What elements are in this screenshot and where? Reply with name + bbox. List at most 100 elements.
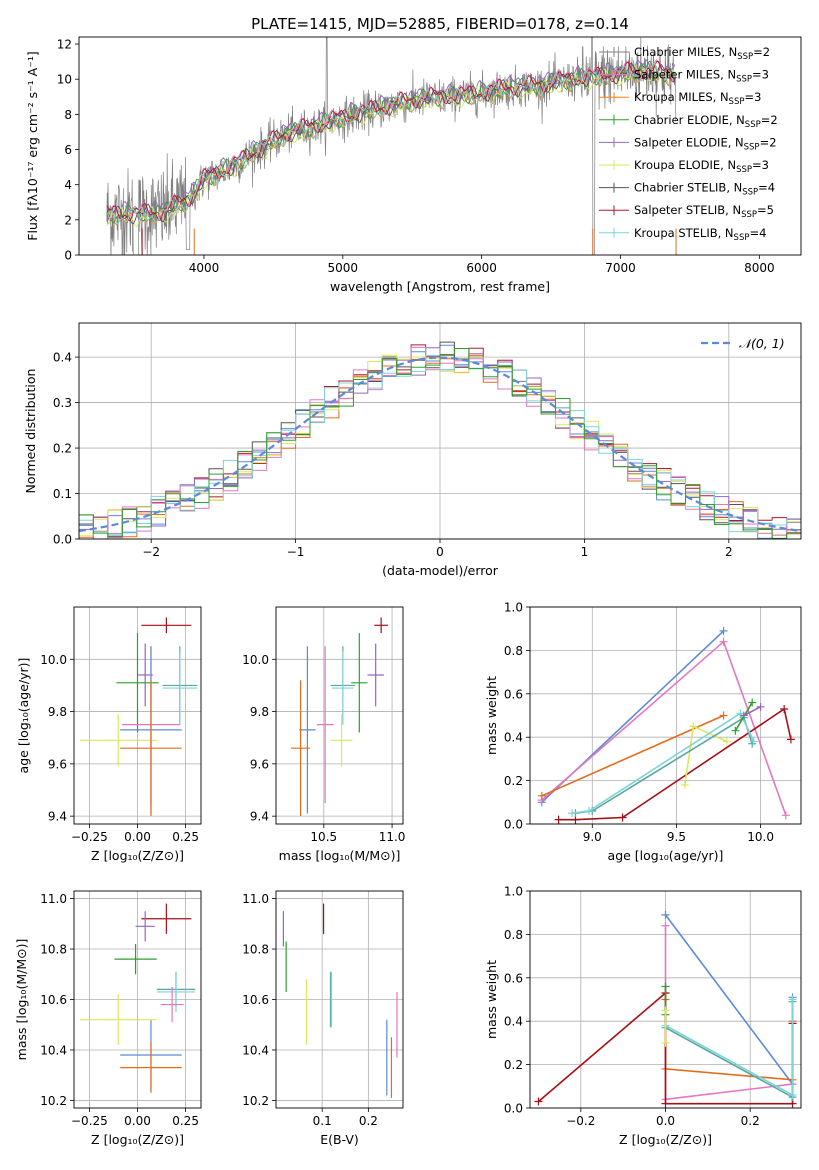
y-axis-label: mass weight (484, 676, 499, 755)
panel-spectrum: 4000 5000 6000 7000 8000 0 2 4 6 8 10 12 wavelength … (25, 36, 802, 294)
panel-age_vs_Z: −0.25 0.00 0.25 9.4 9.6 9.8 10.0 Z [log₁₀(Z/Z⊙)… (16, 606, 202, 863)
y-tick-label: 9.6 (48, 757, 67, 771)
panel-age_vs_mass: 10.5 11.0 9.4 9.6 9.8 10.0 mass [log₁₀(M/M⊙)] (242, 606, 405, 863)
y-tick-label: 0.1 (53, 487, 72, 501)
weight-marker (788, 1090, 797, 1099)
legend-label: Kroupa STELIB, NSSP=4 (634, 226, 766, 243)
weight-line (743, 706, 761, 717)
legend-item: Kroupa STELIB, NSSP=4 (599, 226, 766, 243)
legend-item: Salpeter STELIB, NSSP=5 (599, 203, 774, 220)
panel-residuals: −2 −1 0 1 2 0.0 0.1 0.2 0.3 0.4 (data-model)/error… (23, 322, 802, 578)
x-tick-label: 0.2 (741, 1114, 760, 1128)
errorbar-point (316, 646, 334, 804)
panel-mass_vs_Z: −0.25 0.00 0.25 10.2 10.4 10.6 10.8 11.0 Z [log₁… (14, 890, 202, 1147)
weight-marker (661, 1099, 670, 1108)
x-tick-label: 1 (581, 545, 589, 559)
weight-marker (661, 921, 670, 930)
residual-legend: 𝒩(0, 1) (701, 336, 785, 351)
weight-marker (618, 813, 627, 822)
x-tick-label: 2 (725, 545, 733, 559)
errorbar-point (351, 633, 368, 733)
y-tick-label: 0.0 (504, 1102, 523, 1116)
x-tick-label: 7000 (605, 261, 636, 275)
weight-marker (568, 809, 577, 818)
y-tick-label: 0.4 (53, 351, 72, 365)
weight-marker (756, 702, 765, 711)
errorbar-point (79, 994, 157, 1045)
y-tick-label: 9.4 (250, 810, 269, 824)
y-tick-label: 0.2 (504, 774, 523, 788)
y-tick-label: 10.0 (40, 653, 67, 667)
panel-mass_vs_ebv: 0.1 0.2 10.2 10.4 10.6 10.8 11.0 E(B-V) (242, 890, 404, 1147)
y-tick-label: 0.8 (504, 644, 523, 658)
legend-item: Chabrier ELODIE, NSSP=2 (599, 113, 778, 130)
weight-marker (680, 780, 689, 789)
x-tick-label: 0.25 (172, 1114, 199, 1128)
y-tick-label: 0.2 (504, 1058, 523, 1072)
x-tick-label: −0.25 (71, 830, 108, 844)
y-tick-label: 0 (64, 249, 72, 263)
x-tick-label: 6000 (466, 261, 497, 275)
x-tick-label: 5000 (328, 261, 359, 275)
y-tick-label: 0.0 (53, 533, 72, 547)
weight-series-darkred (554, 704, 795, 824)
y-axis-label: mass [log₁₀(M/M⊙)] (14, 939, 29, 1061)
y-tick-label: 4 (64, 178, 72, 192)
weight-marker (719, 637, 728, 646)
legend-label: Salpeter ELODIE, NSSP=2 (634, 135, 777, 152)
legend-label: Chabrier STELIB, NSSP=4 (634, 181, 775, 198)
legend-label: Salpeter MILES, NSSP=3 (634, 68, 769, 85)
y-tick-label: 0.6 (504, 971, 523, 985)
errorbar-point (120, 1042, 182, 1093)
y-tick-label: 10 (57, 73, 72, 87)
errorbar-point (120, 680, 182, 817)
errorbar-point (135, 911, 155, 942)
spectrum-legend: Chabrier MILES, NSSP=2 Salpeter MILES, NS… (599, 45, 778, 243)
errorbar-point (331, 651, 354, 725)
weight-marker (788, 995, 797, 1004)
plot-area (537, 626, 795, 824)
panel-weight_vs_age: 9.0 9.5 10.0 0.0 0.2 0.4 0.6 0.8 1.0 age [log₁₀(a… (484, 601, 802, 863)
errorbar-point (162, 651, 198, 725)
panel-weight_vs_Z: −0.2 0.0 0.2 0.0 0.2 0.4 0.6 0.8 1.0 Z [log₁₀(Z/Z… (484, 885, 802, 1147)
errorbar-point (291, 680, 311, 817)
weight-marker (661, 1038, 670, 1047)
spectrum-title: PLATE=1415, MJD=52885, FIBERID=0178, z=0… (251, 15, 629, 33)
x-tick-label: −2 (142, 545, 160, 559)
plot-area (291, 617, 388, 817)
x-tick-label: 0.2 (359, 1114, 378, 1128)
panels: 4000 5000 6000 7000 8000024681012wavelength … (14, 36, 802, 1147)
model-spectrum-chabrier_stelib (106, 62, 676, 225)
model-spectrum-salpeter_elodie (106, 59, 676, 222)
weight-marker (689, 722, 698, 731)
weight-marker (719, 626, 728, 635)
plot-area (79, 617, 198, 817)
weight-marker (537, 791, 546, 800)
y-tick-label: 10.4 (242, 1043, 269, 1057)
weight-marker (731, 726, 740, 735)
legend-label: Chabrier MILES, NSSP=2 (634, 45, 770, 62)
weight-series-kroupa_stelib (568, 709, 758, 818)
legend-item: Chabrier STELIB, NSSP=4 (599, 181, 775, 198)
errorbar-point (79, 714, 157, 767)
y-tick-label: 10.2 (40, 1094, 67, 1108)
normal-curve (79, 356, 801, 533)
weight-series-salpeter_elodie (739, 702, 765, 720)
axes-frame (78, 36, 802, 256)
errorbar-point (330, 714, 353, 767)
axes-frame (275, 890, 404, 1109)
plot-area (534, 910, 797, 1108)
legend-label: 𝒩(0, 1) (739, 336, 785, 351)
weight-marker (534, 1097, 543, 1106)
errorbar-point (114, 943, 157, 975)
x-tick-label: −0.25 (71, 1114, 108, 1128)
legend-label: Kroupa ELODIE, NSSP=3 (634, 158, 769, 175)
errorbar-point (137, 643, 153, 707)
model-spectrum-kroupa_stelib (106, 62, 676, 224)
x-axis-label: mass [log₁₀(M/M⊙)] (279, 848, 401, 863)
y-tick-label: 12 (57, 38, 72, 52)
weight-marker (786, 735, 795, 744)
y-tick-label: 10.0 (242, 653, 269, 667)
weight-marker (781, 811, 790, 820)
legend-item: Salpeter MILES, NSSP=3 (599, 68, 769, 85)
